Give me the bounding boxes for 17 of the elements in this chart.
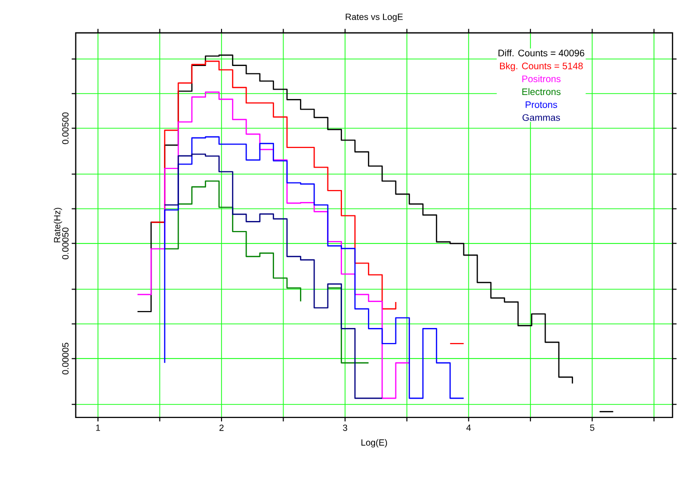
x-tick-label: 4 xyxy=(466,424,471,431)
text: Gammas xyxy=(522,114,560,121)
text: Diff. Counts = 40096 xyxy=(498,49,584,56)
y-tick-label: 0.00005 xyxy=(62,342,69,374)
y-tick-label: 0.00050 xyxy=(62,228,69,260)
text: Positrons xyxy=(522,75,561,82)
chart-title: Rates vs LogE xyxy=(346,14,403,22)
x-axis-title: Log(E) xyxy=(361,438,387,448)
x-tick-label: 2 xyxy=(219,424,224,431)
text: Bkg. Counts = 5148 xyxy=(500,62,583,72)
y-axis-title: Rate(Hz) xyxy=(54,208,62,242)
text: Protons xyxy=(526,101,558,108)
x-tick-label: 3 xyxy=(342,424,348,431)
y-tick-label: 0.00500 xyxy=(62,112,69,144)
x-tick-label: 5 xyxy=(590,424,594,431)
text: Electrons xyxy=(522,88,561,95)
x-tick-label: 1 xyxy=(96,424,100,431)
